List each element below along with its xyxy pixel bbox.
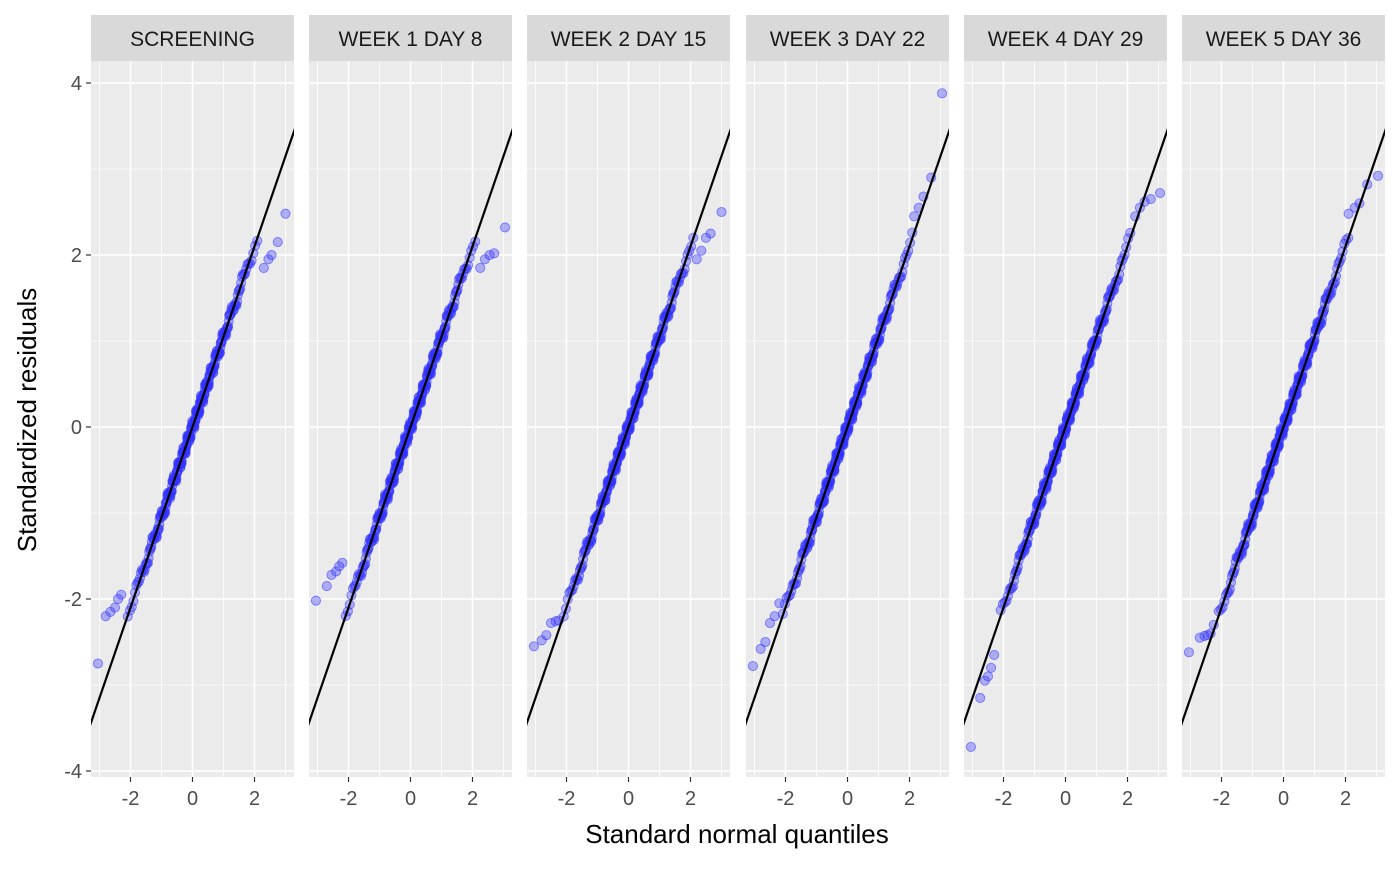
qq-point: [489, 248, 500, 259]
facet-panel: WEEK 2 DAY 15 -2 0 2: [527, 15, 730, 810]
qq-reference-line: [527, 127, 730, 727]
qq-point: [1373, 170, 1384, 181]
qq-point: [92, 658, 103, 669]
x-tick-label: -2: [558, 788, 576, 810]
x-tick-label: 2: [904, 788, 915, 810]
y-tick-label: -4: [64, 761, 82, 783]
y-axis-title: Standardized residuals: [12, 288, 42, 553]
y-tick-label: -2: [64, 589, 82, 611]
qq-point: [760, 636, 771, 648]
panel-plot-area: [964, 61, 1167, 777]
qq-point: [1145, 194, 1156, 205]
facet-strip-label: WEEK 1 DAY 8: [339, 28, 483, 51]
qq-point: [475, 262, 486, 273]
facet-strip: [309, 15, 512, 61]
qq-point: [280, 208, 291, 219]
qq-point: [266, 249, 277, 261]
qq-reference-line: [746, 127, 949, 727]
qq-point: [1183, 647, 1194, 658]
facet-strip-label: WEEK 5 DAY 36: [1206, 28, 1362, 51]
x-tick-label: 0: [1278, 788, 1289, 810]
qq-point: [982, 671, 994, 682]
qq-point: [528, 641, 540, 652]
x-tick-label: 0: [842, 788, 853, 810]
qq-point: [109, 602, 121, 613]
y-tick-label: 2: [71, 245, 82, 267]
panel-plot-area: [309, 61, 512, 777]
qq-point: [986, 662, 997, 673]
qq-point: [755, 643, 766, 654]
qq-reference-line: [964, 127, 1167, 727]
x-tick-label: -2: [1213, 788, 1231, 810]
qq-point: [716, 206, 727, 218]
qq-point: [909, 211, 920, 222]
x-tick-label: 2: [685, 788, 696, 810]
qq-point: [1343, 208, 1354, 219]
qq-point: [774, 598, 785, 609]
facet-strip-label: SCREENING: [130, 28, 255, 51]
x-tick-label: 0: [623, 788, 634, 810]
facet-panel: WEEK 1 DAY 8 -2 0 2: [309, 15, 512, 810]
qq-point: [337, 557, 348, 568]
panel-plot-area: [91, 61, 294, 777]
facet-strip: [91, 15, 294, 61]
panel-plot-area: [527, 61, 730, 777]
facet-panel: WEEK 3 DAY 22 -2 0 2: [746, 15, 949, 810]
qq-point: [965, 741, 977, 752]
qq-point: [321, 581, 332, 592]
x-tick-label: 2: [467, 788, 478, 810]
x-tick-label: 2: [1340, 788, 1351, 810]
qq-point: [116, 589, 127, 600]
qq-point: [989, 649, 1000, 660]
qq-point: [310, 595, 322, 606]
facet-strip-label: WEEK 3 DAY 22: [770, 28, 926, 51]
facet-strip-label: WEEK 2 DAY 15: [551, 28, 707, 51]
panel-plot-area: [1182, 61, 1385, 777]
x-axis-title: Standard normal quantiles: [585, 819, 889, 849]
x-tick-label: -2: [995, 788, 1013, 810]
x-tick-label: -2: [777, 788, 795, 810]
facet-strip: [746, 15, 949, 61]
qq-point: [696, 245, 707, 256]
qq-point: [541, 630, 552, 641]
x-tick-label: -2: [122, 788, 140, 810]
facet-panel: SCREENING -2 0 2: [91, 15, 294, 810]
qq-point: [258, 262, 269, 273]
y-tick-label: 0: [71, 417, 82, 439]
qq-point: [937, 88, 948, 99]
qq-reference-line: [309, 127, 512, 727]
qq-reference-line: [91, 127, 294, 727]
qq-point: [975, 692, 986, 703]
qq-point: [769, 611, 780, 622]
x-tick-label: 0: [405, 788, 416, 810]
qq-point: [272, 237, 283, 248]
y-axis: -4 -2 0 2 4: [64, 73, 91, 783]
qq-point: [691, 254, 702, 265]
x-tick-label: 0: [1060, 788, 1071, 810]
qq-point: [499, 222, 511, 233]
facet-panel: WEEK 5 DAY 36 -2 0 2: [1182, 15, 1385, 810]
facet-strip: [527, 15, 730, 61]
x-tick-label: -2: [340, 788, 358, 810]
facet-strip-label: WEEK 4 DAY 29: [988, 28, 1144, 51]
panel-plot-area: [746, 61, 949, 777]
qq-point: [705, 228, 716, 239]
x-tick-label: 0: [187, 788, 198, 810]
x-tick-label: 2: [1122, 788, 1133, 810]
x-tick-label: 2: [249, 788, 260, 810]
qq-reference-line: [1182, 127, 1385, 727]
y-tick-label: 4: [71, 73, 82, 95]
qq-point: [331, 566, 342, 577]
facet-strip: [1182, 15, 1385, 61]
qq-point: [1155, 188, 1166, 199]
qq-point: [764, 618, 776, 629]
facet-panel: WEEK 4 DAY 29 -2 0 2: [964, 15, 1167, 810]
facet-strip: [964, 15, 1167, 61]
qq-point: [747, 661, 759, 672]
